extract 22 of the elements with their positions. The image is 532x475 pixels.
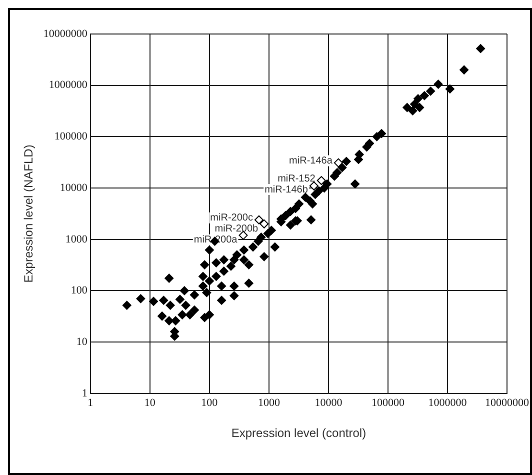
- y-tick-label: 100000: [54, 130, 88, 143]
- x-tick-label: 100: [201, 396, 218, 409]
- y-tick-label: 1: [82, 387, 88, 400]
- x-tick-label: 10: [144, 396, 156, 409]
- x-tick-label: 10000: [314, 396, 343, 409]
- y-tick-label: 1000: [65, 233, 88, 246]
- annotation: miR-152: [278, 173, 316, 184]
- x-tick-label: 1000000: [428, 396, 468, 409]
- x-tick-label: 10000000: [485, 396, 530, 409]
- y-axis-title: Expression level (NAFLD): [22, 144, 36, 283]
- y-tick-label: 10: [76, 336, 88, 348]
- x-tick-label: 1000: [258, 396, 280, 409]
- annotation: miR-146a: [289, 156, 333, 167]
- y-tick-label: 1000000: [48, 79, 88, 92]
- annotation: miR-146b: [264, 184, 308, 196]
- x-tick-label: 100000: [371, 396, 405, 409]
- y-tick-label: 100: [70, 284, 88, 297]
- y-tick-label: 10000000: [43, 28, 88, 40]
- y-tick-label: 10000: [60, 182, 88, 194]
- annotation: miR-200b: [214, 224, 259, 235]
- annotation: miR-200c: [210, 212, 253, 224]
- x-axis-title: Expression level (control): [231, 426, 366, 440]
